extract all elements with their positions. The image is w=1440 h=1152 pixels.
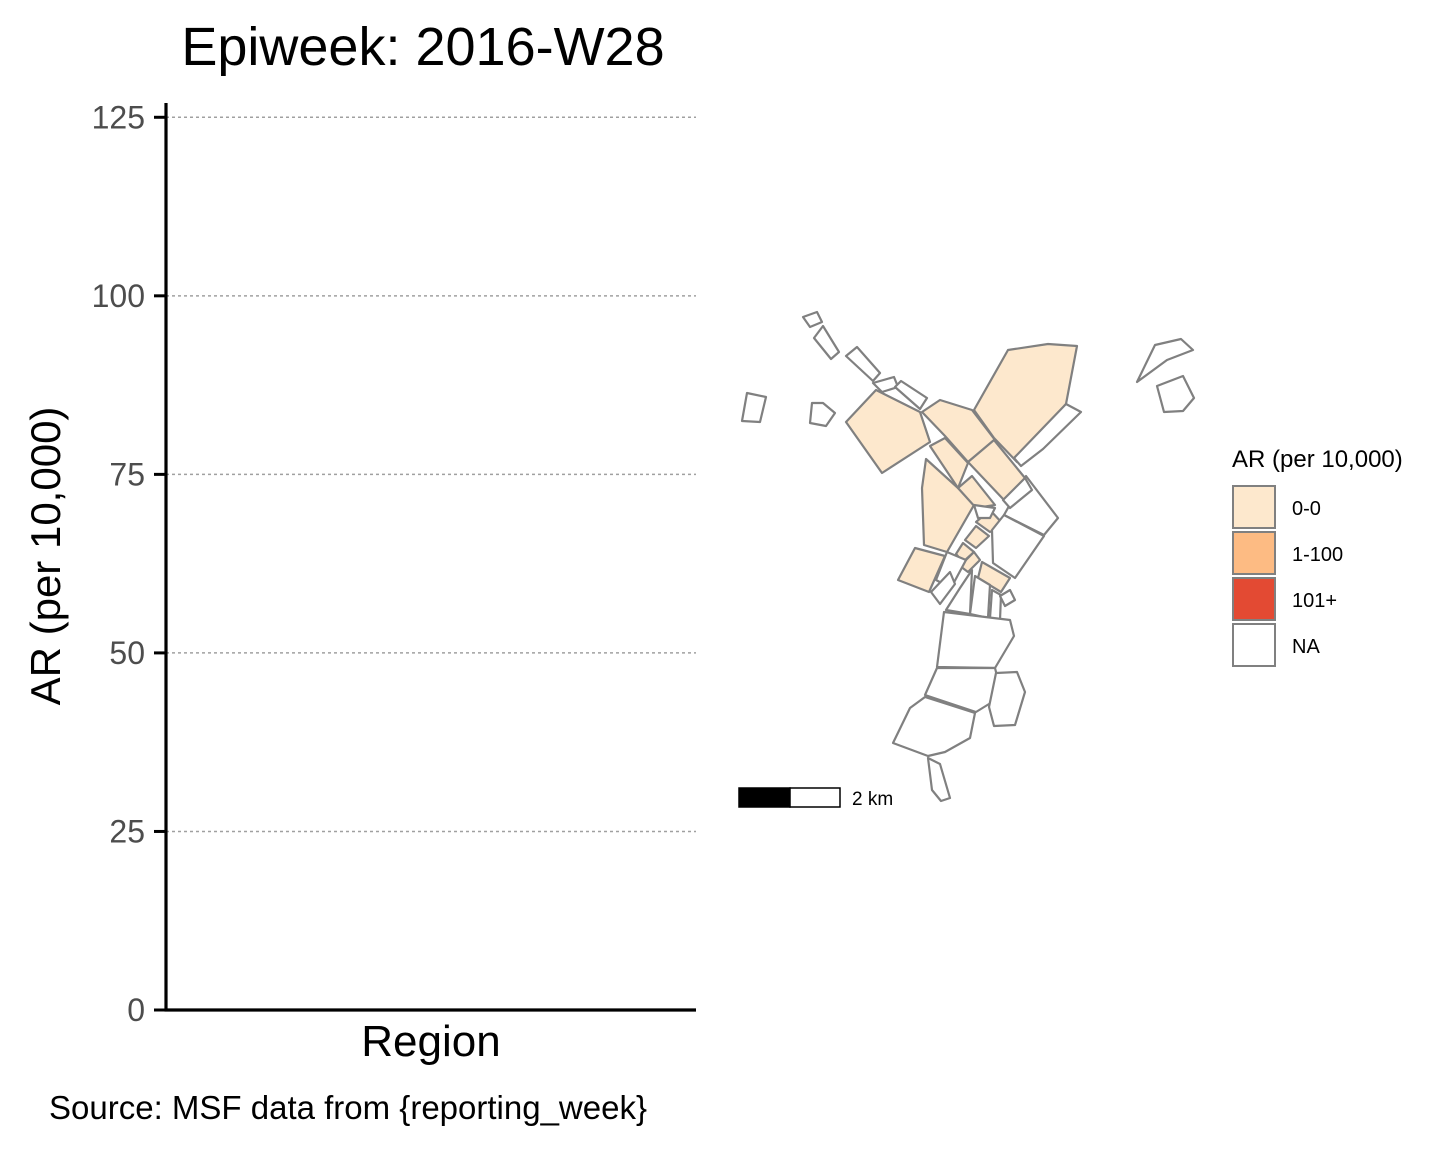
map-region	[844, 388, 932, 475]
map-region	[976, 560, 1012, 594]
legend-label: NA	[1292, 636, 1320, 658]
legend-items: 0-0 1-100 101+ NA	[1232, 485, 1343, 667]
map-region	[990, 513, 1046, 580]
map-region	[812, 324, 841, 361]
map-region	[988, 588, 1003, 622]
scale-bar-black-segment	[738, 787, 791, 808]
y-axis-label: AR (per 10,000)	[22, 407, 69, 706]
map-region	[944, 568, 974, 616]
legend-label: 0-0	[1292, 498, 1321, 520]
scale-bar-label: 2 km	[852, 789, 893, 810]
map-region	[958, 550, 982, 574]
map-legend: AR (per 10,000) 0-0 1-100 101+ NA	[1232, 446, 1403, 667]
map-region	[808, 401, 837, 428]
map-region	[956, 474, 997, 510]
map-region	[935, 610, 1016, 670]
map-region	[1135, 337, 1195, 384]
map-region	[926, 756, 952, 803]
map-region	[972, 503, 997, 520]
bar-chart-panel: Epiweek: 2016-W28 0 25 50 75 100 125 AR (per …	[22, 17, 696, 1126]
scale-bar-white-segment	[789, 787, 841, 808]
map-region	[972, 342, 1079, 464]
y-tick-label: 0	[127, 992, 145, 1028]
map-region	[844, 345, 882, 383]
map-region	[891, 695, 977, 758]
y-tick-label: 100	[92, 278, 145, 314]
legend-label: 1-100	[1292, 544, 1343, 566]
map-region	[963, 524, 991, 550]
gridlines	[166, 116, 696, 833]
legend-swatch	[1232, 485, 1276, 529]
map-region	[929, 570, 957, 606]
scale-bar: 2 km	[738, 787, 893, 810]
map-region	[893, 379, 929, 411]
legend-swatch	[1232, 577, 1276, 621]
y-tick-label: 25	[109, 813, 145, 849]
map-region	[801, 310, 824, 329]
map-region	[998, 588, 1017, 608]
map-region	[1155, 374, 1196, 414]
x-axis-label: Region	[361, 1017, 500, 1066]
map-region	[987, 670, 1027, 728]
caption: Source: MSF data from {reporting_week}	[49, 1089, 647, 1126]
map-panel: 2 km AR (per 10,000) 0-0 1-100 101+ NA	[738, 310, 1403, 810]
legend-title: AR (per 10,000)	[1232, 446, 1403, 473]
chart-title: Epiweek: 2016-W28	[181, 17, 664, 77]
map-region	[1012, 402, 1083, 468]
legend-swatch	[1232, 531, 1276, 575]
y-axis-ticks: 0 25 50 75 100 125	[92, 99, 166, 1028]
y-tick-label: 50	[109, 635, 145, 671]
y-tick-label: 75	[109, 456, 145, 492]
legend-swatch	[1232, 623, 1276, 667]
legend-label: 101+	[1292, 590, 1337, 612]
map-region	[968, 574, 992, 620]
y-tick-label: 125	[92, 99, 145, 135]
map-region	[1001, 476, 1034, 510]
map-region	[740, 391, 768, 424]
map-region	[896, 546, 947, 594]
